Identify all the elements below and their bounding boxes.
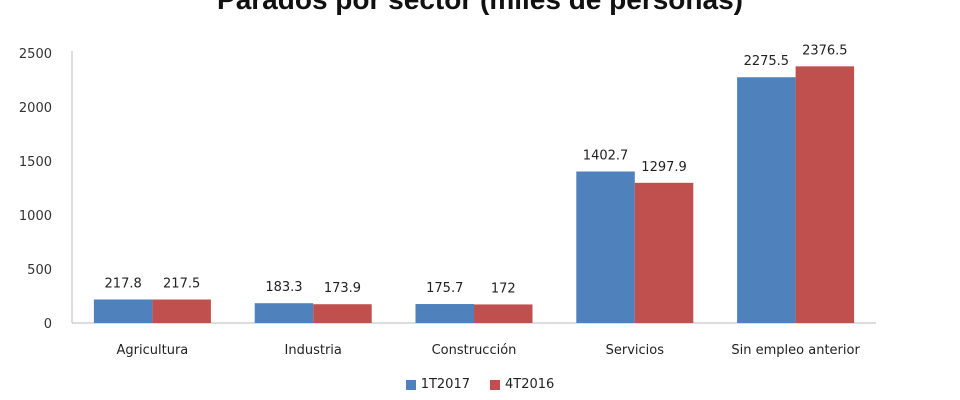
y-tick-label: 500	[27, 263, 52, 278]
y-tick-label: 1000	[19, 209, 52, 224]
legend-label: 4T2016	[505, 377, 555, 392]
legend-swatch	[405, 379, 416, 390]
y-tick-label: 2500	[19, 47, 52, 62]
data-label: 2376.5	[802, 43, 848, 58]
category-label: Servicios	[606, 343, 665, 358]
legend-item: 1T2017	[405, 377, 470, 392]
category-label: Sin empleo anterior	[731, 343, 860, 358]
legend-swatch	[490, 379, 500, 390]
data-label: 1297.9	[641, 160, 687, 175]
bar-4T2016	[634, 182, 694, 323]
bar-4T2016	[795, 66, 855, 323]
data-label: 183.3	[265, 280, 302, 295]
legend: 1T2017 4T2016	[0, 377, 960, 392]
bar-1T2017	[576, 171, 635, 323]
bar-1T2017	[254, 303, 314, 323]
data-label: 173.9	[324, 281, 361, 296]
y-tick-label: 2000	[19, 101, 52, 116]
bar-1T2017	[93, 299, 153, 323]
data-label: 217.8	[105, 276, 142, 291]
chart-title: Parados por sector (miles de personas)	[0, 0, 960, 16]
bar-4T2016	[152, 299, 211, 323]
category-label: Industria	[285, 343, 342, 358]
category-label: Agricultura	[117, 343, 189, 358]
data-label: 2275.5	[744, 54, 790, 69]
bar-1T2017	[737, 77, 796, 323]
bar-4T2016	[313, 304, 372, 323]
bar-1T2017	[415, 304, 474, 323]
data-label: 175.7	[426, 281, 463, 296]
legend-label: 1T2017	[420, 377, 470, 392]
category-label: Construcción	[432, 343, 517, 358]
data-label: 1402.7	[583, 149, 629, 164]
data-label: 172	[491, 281, 516, 296]
bar-4T2016	[474, 304, 533, 323]
legend-item: 4T2016	[490, 377, 554, 392]
data-label: 217.5	[163, 277, 200, 292]
y-tick-label: 0	[44, 317, 52, 332]
y-tick-label: 1500	[19, 155, 52, 170]
